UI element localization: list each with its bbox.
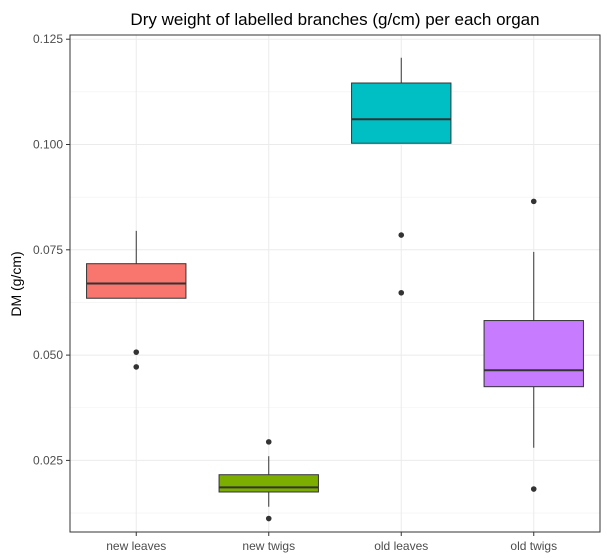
chart-title: Dry weight of labelled branches (g/cm) p… bbox=[130, 10, 539, 29]
box-old-twigs bbox=[483, 320, 584, 388]
box-old-leaves bbox=[351, 82, 452, 144]
outlier-point bbox=[398, 289, 405, 296]
outlier-point bbox=[398, 232, 405, 238]
y-tick-label: 0.100 bbox=[33, 138, 63, 152]
x-tick-label: new leaves bbox=[106, 539, 166, 553]
outlier-point bbox=[133, 349, 140, 355]
box-new-leaves bbox=[86, 263, 187, 299]
box-new-twigs bbox=[218, 474, 319, 493]
outlier-point bbox=[530, 486, 537, 492]
outlier-point bbox=[265, 515, 272, 522]
y-tick-label: 0.075 bbox=[33, 243, 63, 257]
outlier-point bbox=[265, 439, 272, 445]
y-tick-label: 0.025 bbox=[33, 453, 63, 467]
x-tick-label: old twigs bbox=[510, 539, 557, 553]
y-tick-label: 0.050 bbox=[33, 348, 63, 362]
x-tick-label: old leaves bbox=[374, 539, 428, 553]
y-axis-title: DM (g/cm) bbox=[8, 251, 24, 316]
plot-border bbox=[69, 34, 601, 533]
y-tick-label: 0.125 bbox=[33, 32, 63, 46]
x-tick-label: new twigs bbox=[242, 539, 295, 553]
outlier-point bbox=[133, 364, 140, 370]
outlier-point bbox=[530, 198, 537, 205]
